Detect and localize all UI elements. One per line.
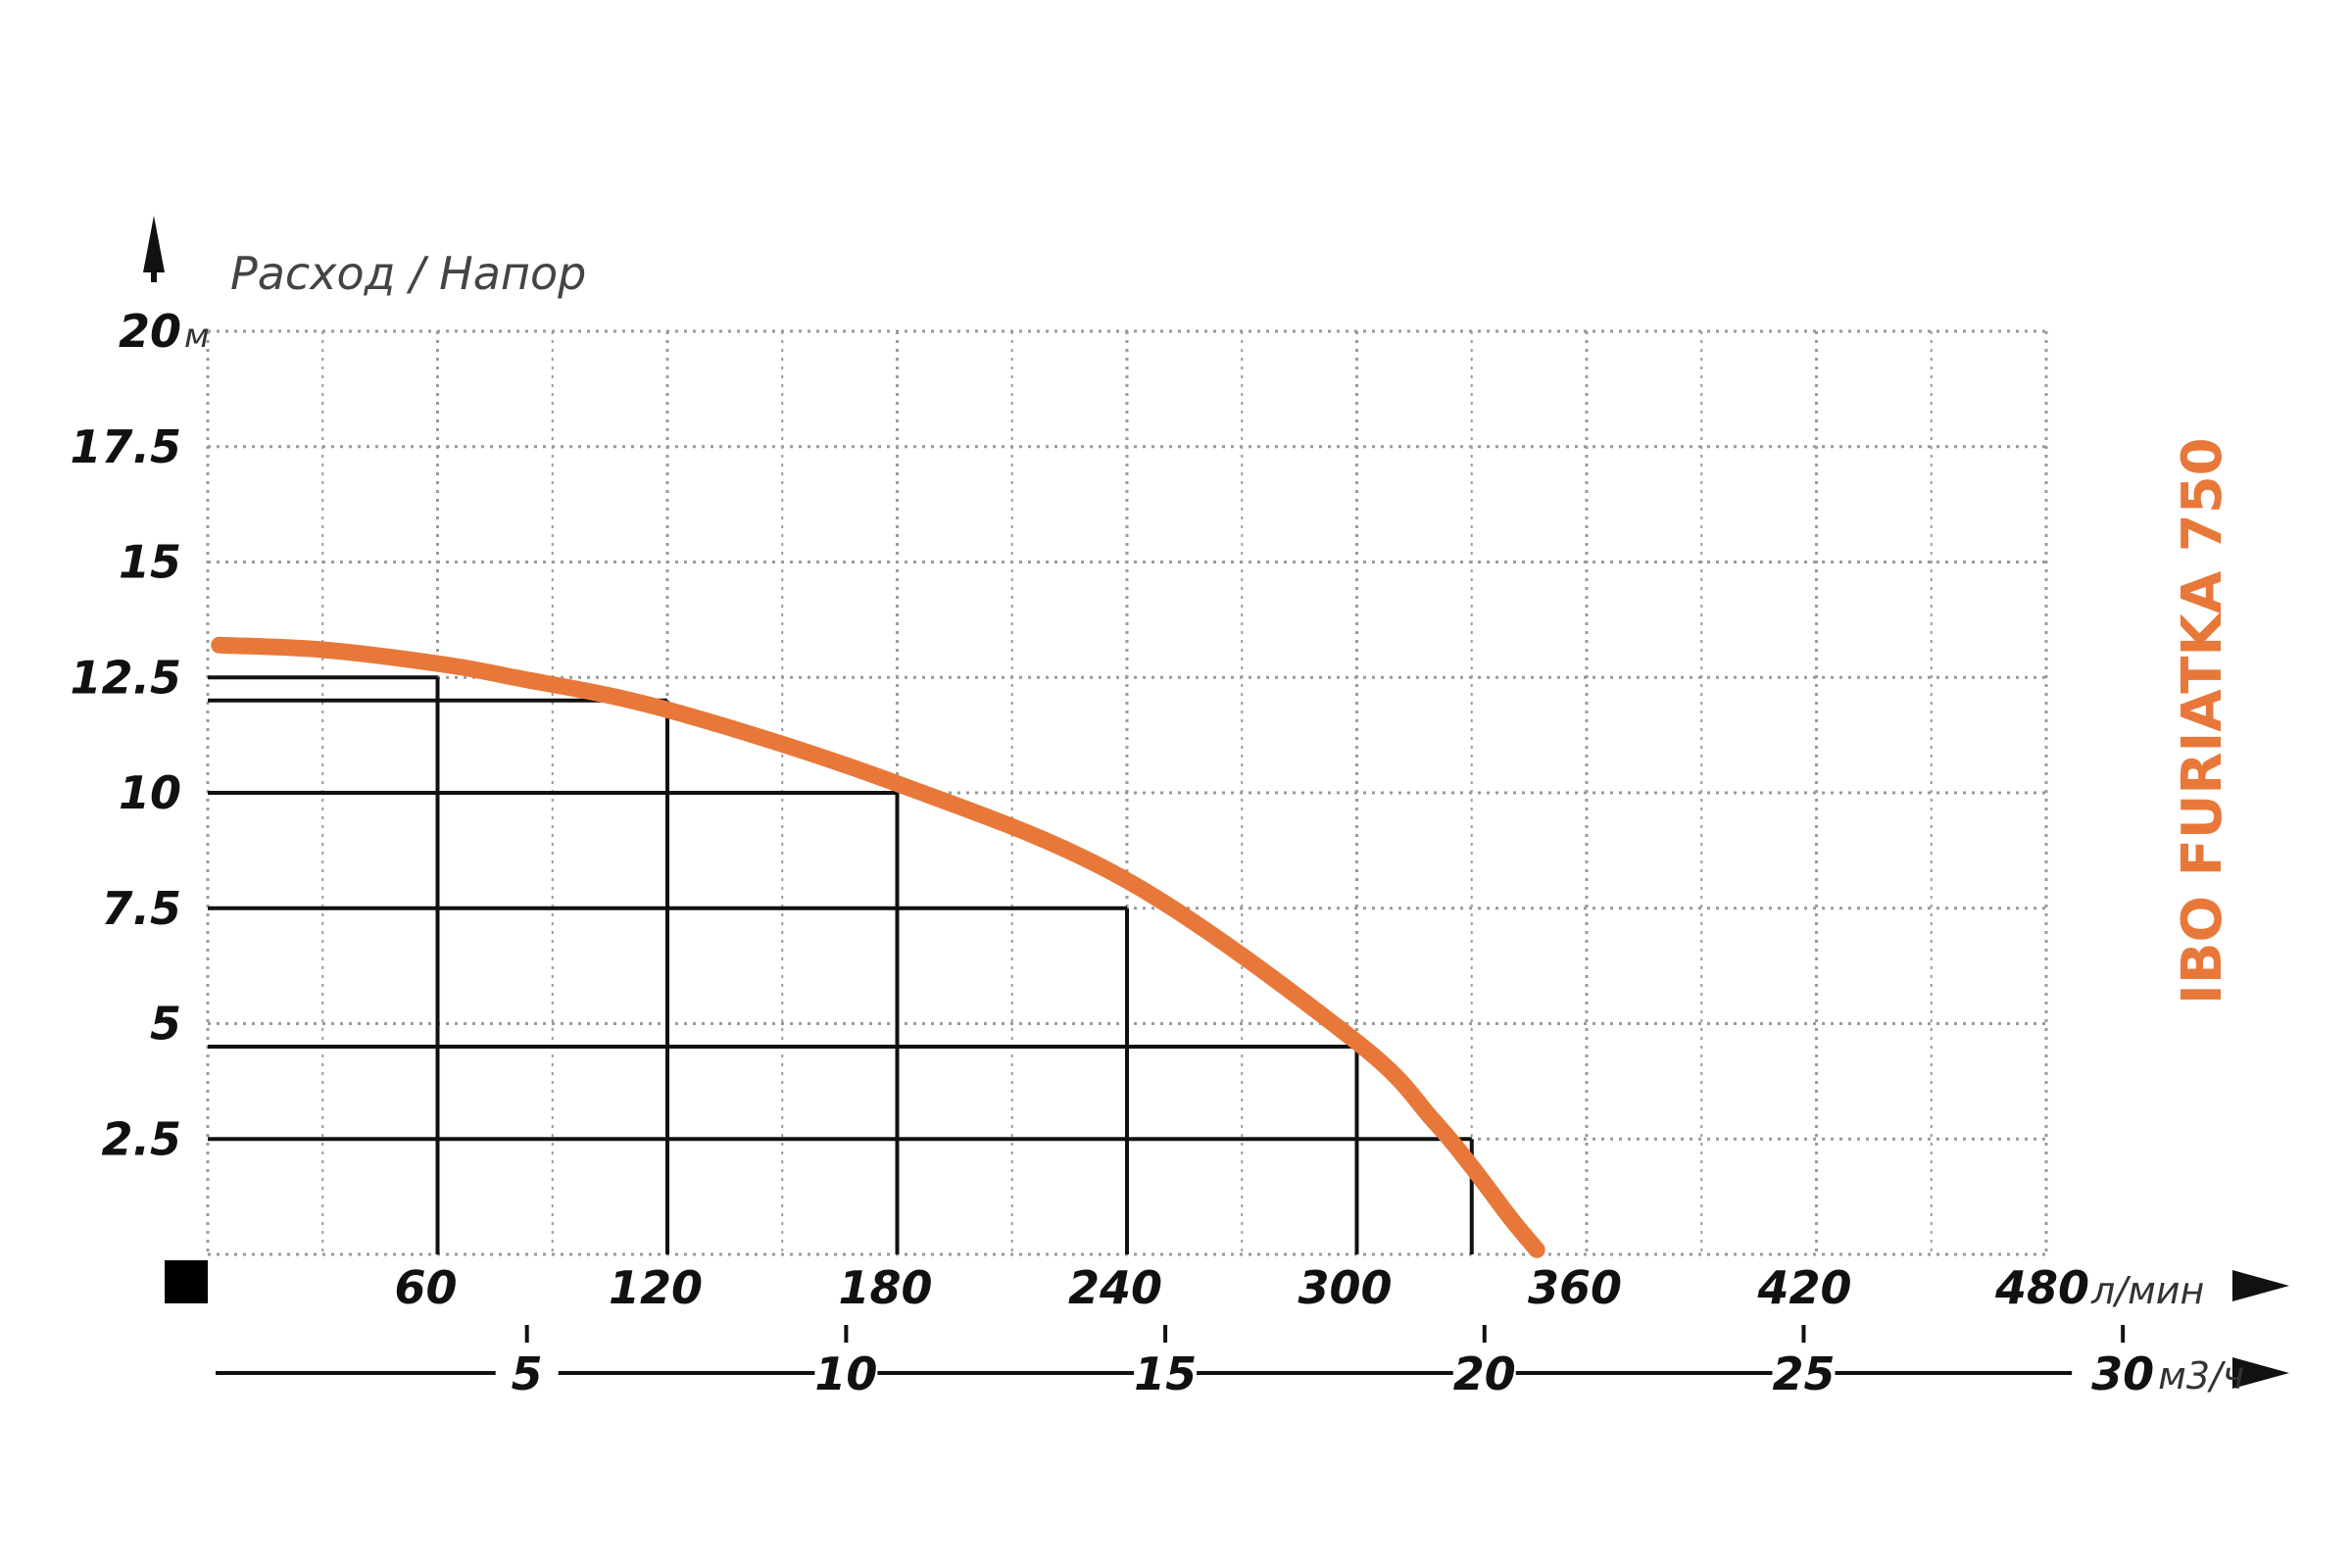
x-tick-label: 360 [1528, 1261, 1622, 1314]
labels: Расход / Напор IBO FURIATKA 750 20 м17.51… [71, 247, 2245, 1400]
y-tick-label: 5 [150, 998, 181, 1051]
x2-unit-label: м3/ч [2158, 1354, 2244, 1397]
y-tick-label: 17.5 [71, 420, 182, 473]
x2-tick-label: 30 [2091, 1348, 2154, 1400]
x2-axis-arrow-icon [2232, 1357, 2289, 1389]
x-tick-label: 120 [609, 1261, 703, 1314]
x2-tick-label: 5 [512, 1348, 543, 1400]
y-tick-label: 2.5 [102, 1112, 182, 1165]
x-unit-label: л/мин [2090, 1269, 2204, 1312]
x-tick-label: 240 [1068, 1261, 1162, 1314]
y-tick-label: 10 [119, 766, 181, 819]
x-tick-label: 180 [838, 1261, 932, 1314]
performance-curve [211, 636, 1545, 1258]
y-axis-arrow-stem [151, 265, 157, 282]
curve-layer [211, 636, 1545, 1258]
x-axis-arrow-icon [2232, 1270, 2289, 1301]
axes [143, 216, 2289, 1389]
y-tick-label: 20 [119, 305, 181, 358]
y-tick-label: 15 [119, 536, 181, 589]
x2-tick-label: 25 [1772, 1348, 1835, 1400]
chart-title: Расход / Напор [230, 247, 586, 300]
y-axis-arrow-icon [143, 216, 165, 272]
x2-tick-label: 10 [814, 1348, 877, 1400]
reference-lines [208, 675, 1474, 1254]
x2-tick-label: 15 [1134, 1348, 1197, 1400]
x-tick-label: 300 [1298, 1261, 1392, 1314]
x-tick-label: 420 [1756, 1261, 1851, 1314]
model-name: IBO FURIATKA 750 [2171, 437, 2234, 1004]
x-tick-label: 60 [394, 1261, 457, 1314]
x2-tick-label: 20 [1453, 1348, 1516, 1400]
x-tick-label: 480 [1994, 1261, 2089, 1314]
y-tick-label: 12.5 [71, 651, 182, 704]
y-tick-label: 7.5 [102, 882, 182, 935]
origin-marker [165, 1260, 208, 1303]
y-unit-label: м [184, 317, 210, 356]
